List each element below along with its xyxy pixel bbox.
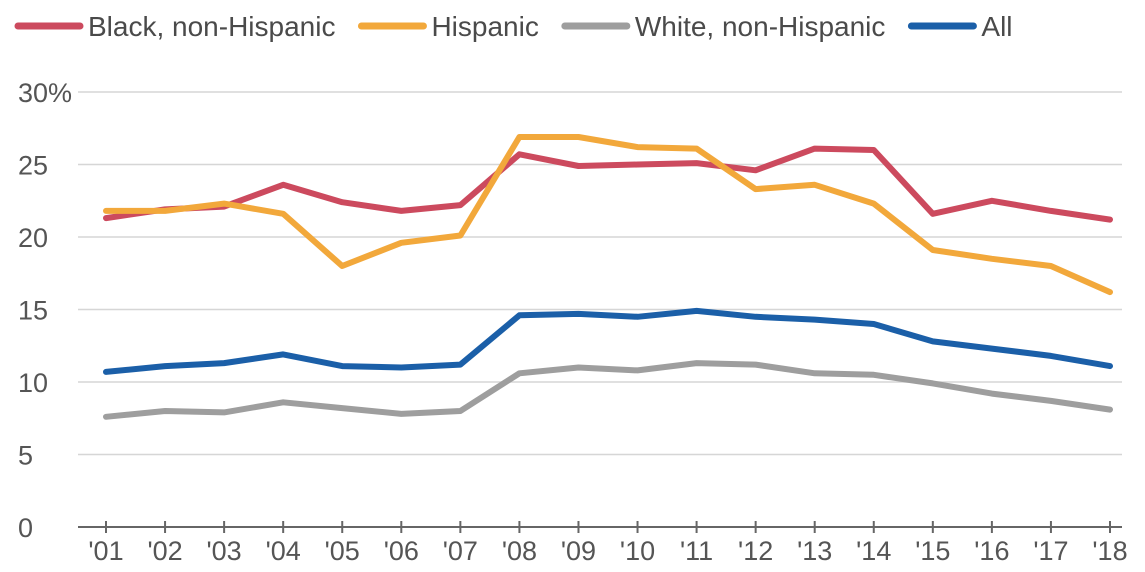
x-tick-label: '13 [797, 536, 832, 566]
legend-item-hispanic: Hispanic [357, 11, 539, 42]
legend-label: Hispanic [431, 11, 538, 42]
x-tick-label: '07 [443, 536, 478, 566]
x-tick-label: '15 [915, 536, 950, 566]
legend-label: White, non-Hispanic [635, 11, 886, 42]
y-axis-tick-labels: 0 5 10 15 20 25 30% [18, 78, 72, 543]
chart-legend: Black, non-Hispanic Hispanic White, non-Hi… [14, 11, 1013, 42]
x-tick-label: '06 [384, 536, 419, 566]
legend-item-white-non-hispanic: White, non-Hispanic [561, 11, 886, 42]
x-tick-label: '04 [266, 536, 301, 566]
y-tick-label: 5 [18, 441, 33, 471]
x-tick-label: '02 [147, 536, 182, 566]
series-line-white-non-hispanic [103, 360, 1113, 420]
x-tick-label: '16 [974, 536, 1009, 566]
series-line-hispanic [103, 134, 1113, 296]
x-tick-label: '05 [325, 536, 360, 566]
x-tick-label: '11 [680, 536, 713, 566]
x-tick-label: '09 [561, 536, 596, 566]
x-tick-label: '14 [856, 536, 891, 566]
series-line-all [103, 307, 1113, 375]
x-tick-label: '01 [88, 536, 123, 566]
x-tick-label: '08 [502, 536, 537, 566]
legend-label: Black, non-Hispanic [88, 11, 335, 42]
y-tick-label: 25 [18, 151, 48, 181]
legend-item-black-non-hispanic: Black, non-Hispanic [14, 11, 335, 42]
y-tick-label: 0 [18, 513, 33, 543]
x-tick-label: '03 [207, 536, 242, 566]
x-tick-label: '12 [738, 536, 773, 566]
x-tick-label: '17 [1033, 536, 1068, 566]
x-axis: '01 '02 '03 '04 '05 '06 '07 '08 '09 '10 '11 '12 '13 '… [78, 521, 1128, 566]
series-lines [103, 134, 1113, 420]
legend-label: All [981, 11, 1012, 42]
x-tick-label: '10 [620, 536, 655, 566]
y-tick-label: 10 [18, 368, 48, 398]
x-tick-label: '18 [1092, 536, 1127, 566]
y-tick-label: 20 [18, 223, 48, 253]
gridlines [78, 91, 1122, 456]
y-tick-label: 30% [18, 78, 72, 108]
series-line-black-non-hispanic [103, 145, 1113, 223]
legend-item-all: All [907, 11, 1013, 42]
y-tick-label: 15 [18, 296, 48, 326]
